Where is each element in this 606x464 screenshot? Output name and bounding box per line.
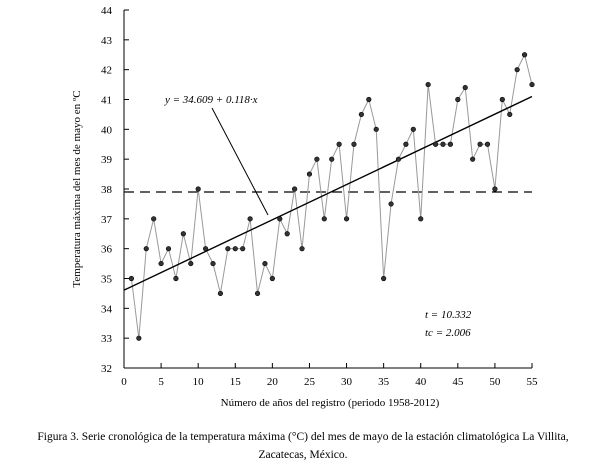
y-tick-label: 40 — [101, 124, 113, 136]
data-point — [455, 96, 461, 103]
y-tick-label: 42 — [101, 65, 112, 77]
y-tick-label: 44 — [101, 5, 113, 17]
data-point — [470, 156, 476, 162]
trend-line — [123, 95, 533, 291]
y-tick-label: 34 — [101, 303, 113, 315]
x-tick-label: 15 — [230, 376, 242, 388]
y-tick-label: 33 — [101, 333, 113, 345]
data-point — [284, 231, 290, 237]
data-point — [373, 126, 379, 132]
data-point — [262, 260, 268, 267]
data-point — [225, 246, 231, 252]
data-point — [388, 201, 394, 207]
data-point — [203, 246, 209, 252]
data-point — [529, 81, 535, 88]
data-point — [292, 186, 298, 192]
figure-caption: Figura 3. Serie cronológica de la temper… — [0, 428, 606, 464]
data-point — [418, 216, 424, 222]
data-point — [299, 246, 305, 252]
x-tick-label: 25 — [304, 376, 316, 388]
data-point — [136, 335, 142, 341]
y-tick-label: 43 — [101, 35, 113, 47]
data-point — [336, 141, 342, 147]
x-tick-label: 30 — [341, 376, 353, 388]
data-point — [195, 186, 201, 192]
data-point — [477, 141, 483, 147]
data-point — [432, 141, 439, 147]
data-point — [499, 96, 505, 103]
data-point — [492, 186, 498, 192]
x-tick-label: 20 — [267, 376, 279, 388]
data-point — [329, 156, 335, 162]
data-point — [507, 111, 513, 118]
data-point — [128, 275, 135, 282]
x-tick-label: 0 — [121, 376, 127, 388]
y-tick-label: 35 — [101, 274, 113, 286]
data-point — [240, 246, 246, 252]
y-tick-label: 37 — [101, 214, 113, 226]
data-point — [269, 275, 275, 282]
y-tick-label: 41 — [101, 95, 112, 107]
x-tick-label: 40 — [415, 376, 427, 388]
data-point — [314, 156, 320, 162]
data-point — [277, 216, 283, 222]
data-point — [210, 260, 216, 267]
tc-value-annotation: tc = 2.006 — [425, 327, 471, 339]
data-point — [247, 216, 253, 222]
y-tick-label: 39 — [101, 154, 113, 166]
data-point — [514, 67, 520, 73]
data-point — [425, 81, 431, 88]
data-point — [180, 231, 186, 237]
data-point — [232, 246, 238, 252]
x-tick-label: 55 — [527, 376, 539, 388]
data-point — [395, 156, 402, 162]
x-tick-label: 50 — [489, 376, 501, 388]
data-point — [143, 246, 149, 252]
x-ticks: 0 5 10 15 20 25 30 35 40 45 50 55 — [121, 363, 538, 388]
x-tick-label: 35 — [378, 376, 390, 388]
y-tick-label: 36 — [101, 244, 113, 256]
data-point — [447, 141, 454, 147]
data-point — [403, 141, 409, 147]
chart: 32 33 34 35 36 37 38 39 40 41 42 43 44 0 5 10 15 20 25 30 3… — [71, 5, 538, 409]
data-point — [484, 141, 491, 147]
x-tick-label: 10 — [193, 376, 205, 388]
data-point — [158, 260, 164, 267]
data-point — [165, 246, 172, 252]
data-point — [358, 111, 364, 118]
data-point — [410, 126, 416, 132]
t-value-annotation: t = 10.332 — [425, 309, 472, 321]
data-point — [521, 52, 528, 58]
x-axis-title: Número de años del registro (periodo 195… — [221, 397, 440, 409]
y-ticks: 32 33 34 35 36 37 38 39 40 41 42 43 44 — [101, 5, 129, 375]
data-point — [343, 216, 350, 222]
data-point — [440, 141, 446, 147]
data-point — [462, 84, 468, 91]
y-axis-title: Temperatura máxima del mes de mayo en ºC — [71, 90, 83, 287]
data-point — [351, 141, 357, 147]
data-point — [366, 96, 372, 103]
x-tick-label: 5 — [158, 376, 164, 388]
data-point — [306, 171, 313, 177]
data-point — [217, 290, 224, 297]
y-tick-label: 38 — [101, 184, 113, 196]
caption-line-1: Figura 3. Serie cronológica de la temper… — [37, 431, 569, 443]
data-point — [173, 275, 179, 282]
data-point — [321, 216, 327, 222]
data-point — [151, 216, 157, 222]
y-tick-label: 32 — [101, 363, 112, 375]
caption-line-2: Zacatecas, México. — [258, 449, 348, 461]
data-point — [254, 290, 261, 297]
x-tick-label: 45 — [452, 376, 464, 388]
data-point — [188, 260, 194, 267]
trend-equation-label: y = 34.609 + 0.118·x — [164, 94, 258, 106]
data-points — [128, 52, 535, 341]
trend-equation-pointer — [211, 107, 269, 216]
data-point — [381, 275, 387, 282]
